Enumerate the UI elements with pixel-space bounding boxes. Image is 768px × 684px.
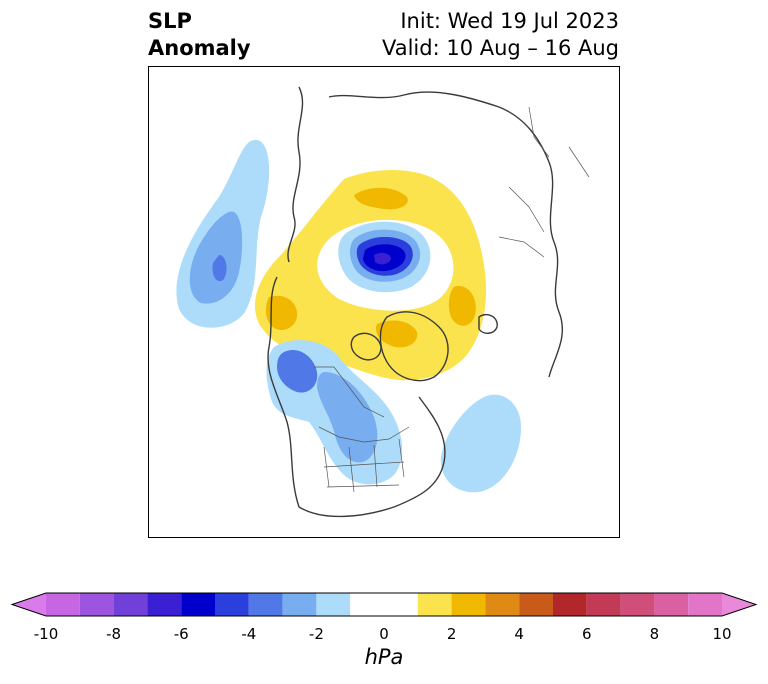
pos-anomaly-west — [265, 295, 298, 331]
colorbar-tick-label: -2 — [308, 625, 324, 643]
colorbar-extend-low — [12, 593, 46, 616]
colorbar-bin-n6_n5 — [181, 593, 215, 616]
coastline-siberia — [328, 91, 555, 243]
border-canada-west — [314, 366, 385, 418]
colorbar-svg — [10, 592, 758, 617]
coastlines — [267, 86, 564, 518]
colorbar-tick-label: -4 — [241, 625, 257, 643]
neg-anomaly-america-mid — [317, 372, 378, 463]
colorbar-bin-n10_n9 — [46, 593, 80, 616]
coastline-asia-east — [287, 86, 304, 263]
border-us-canada — [318, 426, 410, 443]
pos-anomaly-north — [354, 187, 408, 210]
colorbar-bin-n3_n2 — [282, 593, 317, 616]
colorbar-tick-label: -10 — [33, 625, 59, 643]
colorbar-tick-label: 10 — [712, 625, 732, 643]
border-asia — [528, 106, 590, 178]
coastline-iceland — [478, 313, 498, 334]
colorbar-tick-label: 4 — [514, 625, 524, 643]
colorbar-bin-p6_p7 — [586, 593, 621, 616]
map-panel — [148, 66, 620, 538]
colorbar-bin-p4_p5 — [519, 593, 553, 616]
anomaly-shading — [176, 139, 521, 493]
border-eurasia — [498, 186, 545, 258]
title-right: Init: Wed 19 Jul 2023 Valid: 10 Aug – 16… — [382, 8, 619, 62]
neg-anomaly-atlantic — [440, 394, 521, 493]
colorbar-bin-n5_n4 — [215, 593, 249, 616]
colorbar-tick-label: 2 — [446, 625, 457, 643]
title-left: SLP Anomaly — [148, 8, 251, 62]
coastline-greenland — [379, 311, 449, 382]
colorbar-bin-n9_n8 — [79, 593, 114, 616]
slp-anomaly-map — [176, 86, 590, 518]
colorbar-bin-n1_p1 — [350, 593, 418, 616]
neg-anomaly-pacific-core — [212, 255, 227, 282]
colorbar-bin-n7_n6 — [147, 593, 182, 616]
colorbar-bin-p1_p2 — [417, 593, 452, 616]
colorbar-bin-p2_p3 — [451, 593, 486, 616]
variable-type: Anomaly — [148, 36, 251, 60]
coastline-alaska-west — [267, 276, 300, 508]
border-us-states-horizontal — [323, 461, 405, 488]
colorbar — [10, 590, 758, 624]
colorbar-bin-p5_p6 — [553, 593, 587, 616]
neg-anomaly-pole-center — [374, 252, 391, 265]
colorbar-bin-p9_p10 — [688, 593, 722, 616]
colorbar-outline — [10, 592, 758, 617]
colorbar-unit-label: hPa — [364, 645, 404, 669]
colorbar-tick-label: 0 — [379, 625, 389, 643]
coastline-north-america — [298, 396, 446, 518]
colorbar-bin-n4_n3 — [248, 593, 283, 616]
political-borders — [314, 106, 590, 493]
colorbar-tick-label: 8 — [649, 625, 660, 643]
colorbar-tick-label: -8 — [106, 625, 122, 643]
colorbar-bin-p8_p9 — [654, 593, 689, 616]
colorbar-bin-n2_n1 — [316, 593, 351, 616]
valid-range: Valid: 10 Aug – 16 Aug — [381, 36, 619, 60]
pos-anomaly-greenland — [375, 320, 418, 348]
colorbar-tick-label: -6 — [173, 625, 189, 643]
colorbar-tick-label: 6 — [582, 625, 592, 643]
neg-anomaly-pacific-mid — [189, 211, 243, 304]
init-date: Init: Wed 19 Jul 2023 — [400, 9, 619, 33]
coastline-arctic-islands — [350, 332, 382, 361]
colorbar-extend-high — [722, 593, 756, 616]
pos-anomaly-east — [448, 286, 476, 326]
variable-name: SLP — [148, 9, 192, 33]
coastline-europe — [548, 241, 564, 378]
neg-anomaly-alaska-core — [277, 349, 318, 393]
colorbar-bin-p3_p4 — [485, 593, 520, 616]
colorbar-bin-p7_p8 — [620, 593, 655, 616]
colorbar-bin-n8_n7 — [113, 593, 148, 616]
